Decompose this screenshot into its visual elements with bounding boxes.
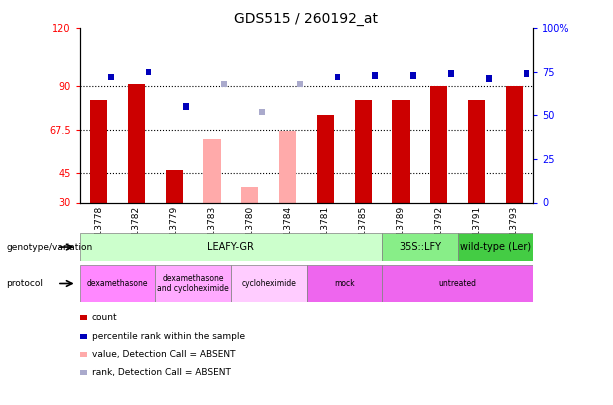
Text: GSM13784: GSM13784 bbox=[283, 206, 292, 255]
Bar bbox=[506, 86, 523, 202]
Bar bbox=[108, 74, 113, 81]
Bar bbox=[259, 109, 265, 115]
Text: dexamethasone
and cycloheximide: dexamethasone and cycloheximide bbox=[157, 274, 229, 293]
Bar bbox=[221, 81, 227, 87]
Bar bbox=[486, 75, 492, 82]
Bar bbox=[146, 68, 151, 75]
Text: GSM13779: GSM13779 bbox=[170, 206, 179, 255]
Bar bbox=[524, 70, 530, 77]
Text: count: count bbox=[92, 313, 118, 322]
Bar bbox=[335, 74, 340, 81]
Text: LEAFY-GR: LEAFY-GR bbox=[207, 242, 254, 252]
Text: GSM13792: GSM13792 bbox=[434, 206, 443, 255]
Text: mock: mock bbox=[334, 279, 354, 288]
Bar bbox=[279, 131, 296, 202]
Bar bbox=[448, 70, 454, 77]
Text: percentile rank within the sample: percentile rank within the sample bbox=[92, 332, 245, 341]
Bar bbox=[430, 86, 447, 202]
Bar bbox=[231, 265, 306, 302]
Bar bbox=[458, 233, 533, 261]
Text: wild-type (Ler): wild-type (Ler) bbox=[460, 242, 531, 252]
Bar bbox=[128, 85, 145, 202]
Bar bbox=[306, 265, 382, 302]
Bar bbox=[80, 233, 382, 261]
Text: GSM13793: GSM13793 bbox=[510, 206, 519, 255]
Text: GSM13780: GSM13780 bbox=[245, 206, 254, 255]
Text: untreated: untreated bbox=[439, 279, 477, 288]
Bar bbox=[166, 170, 183, 202]
Bar bbox=[80, 265, 155, 302]
Text: GSM13782: GSM13782 bbox=[132, 206, 141, 255]
Text: GSM13791: GSM13791 bbox=[472, 206, 481, 255]
Bar bbox=[183, 103, 189, 110]
Bar bbox=[373, 72, 378, 79]
Bar bbox=[155, 265, 231, 302]
Bar bbox=[242, 187, 258, 202]
Text: value, Detection Call = ABSENT: value, Detection Call = ABSENT bbox=[92, 350, 235, 359]
Bar bbox=[90, 100, 107, 202]
Text: protocol: protocol bbox=[6, 279, 43, 288]
Text: rank, Detection Call = ABSENT: rank, Detection Call = ABSENT bbox=[92, 368, 231, 377]
Bar bbox=[382, 265, 533, 302]
Bar bbox=[468, 100, 485, 202]
Text: GSM13781: GSM13781 bbox=[321, 206, 330, 255]
Bar bbox=[297, 81, 303, 87]
Text: 35S::LFY: 35S::LFY bbox=[399, 242, 441, 252]
Bar bbox=[410, 72, 416, 79]
Title: GDS515 / 260192_at: GDS515 / 260192_at bbox=[235, 12, 378, 26]
Text: GSM13783: GSM13783 bbox=[207, 206, 216, 255]
Bar bbox=[355, 100, 371, 202]
Text: cycloheximide: cycloheximide bbox=[242, 279, 296, 288]
Text: GSM13789: GSM13789 bbox=[397, 206, 406, 255]
Bar bbox=[382, 233, 458, 261]
Text: GSM13785: GSM13785 bbox=[359, 206, 368, 255]
Text: GSM13778: GSM13778 bbox=[94, 206, 103, 255]
Bar bbox=[392, 100, 409, 202]
Bar bbox=[204, 139, 221, 202]
Text: dexamethasone: dexamethasone bbox=[87, 279, 148, 288]
Text: genotype/variation: genotype/variation bbox=[6, 243, 93, 252]
Bar bbox=[317, 115, 334, 202]
